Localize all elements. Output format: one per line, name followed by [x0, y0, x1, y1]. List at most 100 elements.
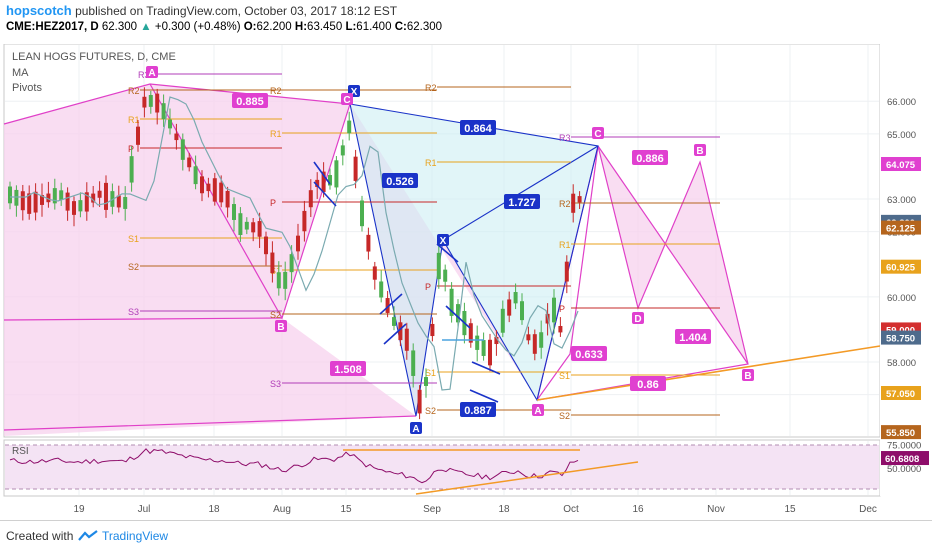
author-link[interactable]: hopscotch [6, 3, 72, 18]
candle-body [244, 221, 249, 230]
candle-body [302, 210, 307, 232]
last-price: 62.300 [101, 21, 138, 33]
candle-body [91, 193, 96, 203]
pivot-label: S3 [270, 379, 281, 389]
point-badge [275, 320, 287, 332]
low-value: 61.400 [356, 21, 392, 33]
candle-body [168, 119, 172, 129]
y-tick-label: 65.000 [887, 130, 916, 141]
candle-body [78, 200, 83, 212]
candle-body [40, 195, 44, 205]
candle-body [417, 389, 422, 414]
close-value: 62.300 [406, 21, 443, 33]
channel-line [469, 389, 499, 403]
candle-body [321, 171, 326, 193]
pivot-label: S2 [425, 406, 436, 416]
chart-canvas[interactable]: R3 R2 R1 P S1 S2 S3 R2 R1 P S1 S2 S3 R2 R1 P S1 S2 R3 R2 R1 P… [0, 44, 932, 520]
candle-body [104, 182, 108, 210]
open-label: O: [243, 21, 257, 33]
candle-body [84, 192, 89, 212]
rsi-line [9, 448, 579, 484]
point-label: B [744, 371, 751, 382]
candle-body [308, 190, 313, 208]
moving-average [10, 96, 579, 391]
point-badge [592, 127, 604, 139]
channel-line [436, 243, 459, 263]
pivot-label: R3 [559, 133, 571, 143]
rsi-trend-line [415, 461, 639, 495]
x-tick-label: 16 [632, 504, 644, 515]
ratio-label: 0.864 [464, 123, 492, 135]
legend-pivots[interactable]: Pivots [12, 82, 42, 94]
candle-body [27, 193, 32, 214]
rsi-band [5, 445, 879, 489]
y-tick-label: 66.000 [887, 97, 916, 108]
ratio-label: 1.508 [334, 364, 362, 376]
candle-body [360, 200, 364, 227]
candle-body [340, 145, 345, 156]
trend-line [536, 345, 881, 401]
pattern-blue-line [349, 103, 599, 417]
candle-body [539, 332, 544, 348]
time-axis[interactable]: 19 Jul 18 Aug 15 Sep 18 Oct 16 Nov 15 Dec [73, 504, 876, 515]
price-marker-label: 58.750 [886, 334, 915, 345]
candle-body [264, 236, 268, 255]
point-label: C [594, 129, 601, 140]
close-label: C: [394, 21, 407, 33]
candle-body [97, 190, 102, 198]
footer: Created with TradingView [0, 520, 932, 551]
candle-body [33, 191, 38, 213]
candle-body [494, 336, 499, 345]
candle-body [193, 166, 198, 185]
point-label: C [343, 95, 350, 106]
point-badge [694, 144, 706, 156]
candle-body [552, 297, 556, 323]
ratio-label: 0.633 [575, 349, 603, 361]
rsi-tick-label: 75.0000 [887, 441, 921, 452]
point-badge [341, 93, 353, 105]
price-axis[interactable]: 66.00065.00063.00062.00060.00058.00057.0… [880, 44, 932, 496]
candle-body [500, 308, 505, 333]
tradingview-brand-link[interactable]: TradingView [102, 529, 169, 543]
candle-body [468, 323, 473, 343]
pattern-lower-fill [4, 318, 416, 436]
pattern-magenta-line [536, 145, 599, 401]
ratio-label: 0.86 [637, 379, 658, 391]
ratio-badge [330, 361, 366, 376]
point-label: A [412, 424, 419, 435]
point-badge [437, 234, 449, 246]
point-badge [632, 312, 644, 324]
ohlc-line: CME:HEZ2017, D 62.300 ▲ +0.300 (+0.48%) … [6, 21, 442, 33]
ratio-label: 1.727 [508, 197, 536, 209]
candle-body [366, 234, 371, 252]
symbol-label: CME:HEZ2017, D [6, 21, 99, 33]
channel-line [445, 305, 471, 329]
point-badge [742, 369, 754, 381]
candle-body [148, 94, 153, 107]
candle-body [212, 178, 217, 202]
ratio-badge [382, 173, 418, 188]
ratio-badge [460, 120, 496, 135]
chart-header: hopscotch published on TradingView.com, … [0, 0, 932, 44]
ratio-label: 1.404 [679, 332, 707, 344]
candle-body [251, 222, 256, 233]
price-marker [881, 330, 921, 345]
x-tick-label: Sep [423, 504, 441, 515]
legend-ma[interactable]: MA [12, 67, 29, 79]
price-marker [881, 157, 921, 171]
ratio-badge [232, 93, 268, 108]
candle-body [65, 192, 70, 211]
candle-body [481, 340, 486, 356]
candle-body [289, 254, 294, 273]
ratio-label: 0.526 [386, 176, 414, 188]
pivot-label: P [128, 144, 134, 154]
pivot-label: P [425, 282, 431, 292]
pattern-magenta-line [3, 415, 417, 431]
x-tick-label: Dec [859, 504, 877, 515]
candle-body [392, 317, 396, 326]
candle-body [142, 96, 147, 108]
candle-body [564, 261, 569, 282]
candle-body [334, 160, 339, 188]
candle-body [404, 328, 409, 351]
channel-line [313, 161, 331, 185]
